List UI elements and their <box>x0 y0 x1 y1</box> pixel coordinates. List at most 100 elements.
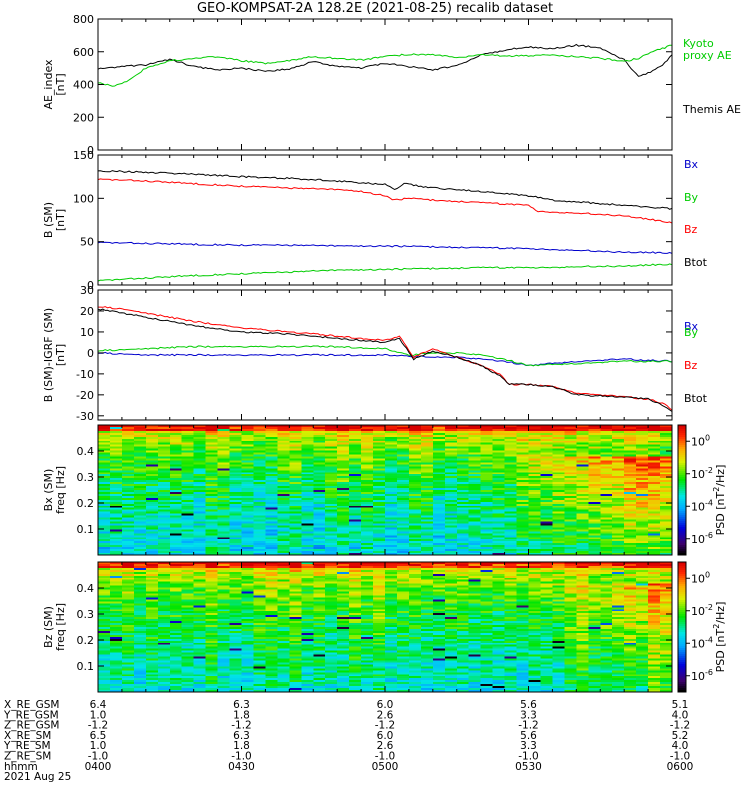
spectrogram-cell <box>385 434 398 438</box>
spectrogram-cell <box>624 521 637 525</box>
spectrogram-cell <box>181 664 195 667</box>
spectrogram-cell <box>109 627 123 630</box>
spectrogram-cell <box>612 523 625 527</box>
spectrogram-cell <box>420 507 434 511</box>
spectrogram-cell <box>133 438 147 442</box>
spectrogram-cell <box>552 472 565 475</box>
spectrogram-cell <box>325 658 338 662</box>
spectrogram-cell <box>169 462 183 465</box>
spectrogram-cell <box>133 613 147 616</box>
spectrogram-cell <box>612 547 625 550</box>
spectrogram-cell <box>181 495 195 499</box>
spectrogram-cell <box>337 569 350 573</box>
spectrogram-cell <box>98 585 111 589</box>
spectrogram-cell <box>169 484 183 487</box>
spectrogram-cell <box>456 533 470 536</box>
spectrogram-cell <box>169 470 183 473</box>
spectrogram-cell <box>301 549 314 552</box>
spectrogram-cell <box>289 442 302 446</box>
spectrogram-cell <box>528 425 542 428</box>
spectrogram-cell <box>157 658 171 662</box>
spectrogram-cell <box>157 521 171 525</box>
spectrogram-cell <box>145 605 159 608</box>
spectrogram-cell <box>492 511 506 515</box>
spectrogram-cell <box>301 601 314 604</box>
spectrogram-cell <box>217 644 231 648</box>
spectrogram-cell <box>385 517 398 521</box>
spectrogram-cell <box>420 470 434 473</box>
spectrogram-cell <box>444 515 458 519</box>
spectrogram-cell <box>109 666 123 669</box>
spectrogram-cell <box>576 535 589 538</box>
spectrogram-cell <box>98 537 111 540</box>
spectrogram-cell <box>169 579 183 583</box>
spectrogram-cell <box>169 436 183 440</box>
spectrogram-cell <box>373 425 386 428</box>
spectrogram-cell <box>552 484 565 487</box>
spectrogram-cell <box>373 450 386 454</box>
spectrogram-cell <box>289 533 302 536</box>
spectrogram-cell <box>301 440 314 444</box>
spectrogram-cell <box>588 495 601 499</box>
spectrogram-cell <box>313 515 326 519</box>
spectrogram-cell <box>552 495 565 499</box>
spectrogram-cell <box>169 583 183 587</box>
spectrogram-cell <box>253 607 267 610</box>
spectrogram-cell <box>193 636 207 640</box>
spectrogram-cell <box>504 466 518 469</box>
spectrogram-cell <box>600 521 613 525</box>
spectrogram-cell <box>145 444 159 448</box>
spectrogram-cell <box>253 499 267 503</box>
spectrogram-cell <box>241 549 255 552</box>
spectrogram-cell <box>612 484 625 487</box>
spectrogram-cell <box>217 581 231 585</box>
spectrogram-cell <box>337 688 350 691</box>
spectrogram-cell <box>396 513 410 517</box>
y-tick-label: 0.3 <box>77 471 95 484</box>
spectrogram-cell <box>373 486 386 489</box>
spectrogram-cell <box>289 436 302 440</box>
spectrogram-cell <box>361 515 374 519</box>
spectrogram-cell <box>265 495 278 499</box>
spectrogram-cell <box>504 478 518 481</box>
spectrogram-cell <box>492 450 506 454</box>
spectrogram-cell <box>133 521 147 525</box>
spectrogram-cell <box>504 527 518 530</box>
spectrogram-cell <box>301 503 314 507</box>
spectrogram-cell <box>229 577 243 581</box>
spectrogram-cell <box>349 571 362 575</box>
spectrogram-cell <box>109 549 123 552</box>
spectrogram-cell <box>408 470 422 473</box>
spectrogram-cell <box>181 562 195 565</box>
spectrogram-cell <box>157 484 171 487</box>
spectrogram-cell <box>289 599 302 602</box>
spectrogram-cell <box>253 662 267 666</box>
spectrogram-cell <box>313 575 326 579</box>
spectrogram-cell <box>265 488 278 491</box>
spectrogram-cell <box>301 617 314 620</box>
spectrogram-cell <box>277 472 290 475</box>
spectrogram-cell <box>385 474 398 477</box>
spectrogram-cell <box>325 476 338 479</box>
spectrogram-cell <box>193 529 207 532</box>
spectrogram-cell <box>540 531 554 534</box>
spectrogram-cell <box>181 515 195 519</box>
spectrogram-cell <box>564 450 577 454</box>
spectrogram-cell <box>98 603 111 606</box>
spectrogram-cell <box>217 432 231 436</box>
spectrogram-cell <box>145 468 159 471</box>
spectrogram-cell <box>349 466 362 469</box>
spectrogram-cell <box>373 440 386 444</box>
spectrogram-cell <box>385 543 398 546</box>
spectrogram-cell <box>265 425 278 428</box>
spectrogram-cell <box>576 527 589 530</box>
series-line-by <box>97 345 673 367</box>
spectrogram-cell <box>349 603 362 606</box>
spectrogram-cell <box>205 579 219 583</box>
spectrogram-cell <box>600 545 613 548</box>
spectrogram-cell <box>157 505 171 509</box>
spectrogram-cell <box>157 650 171 654</box>
spectrogram-cell <box>600 499 613 503</box>
spectrogram-cell <box>444 495 458 499</box>
spectrogram-cell <box>253 505 267 509</box>
